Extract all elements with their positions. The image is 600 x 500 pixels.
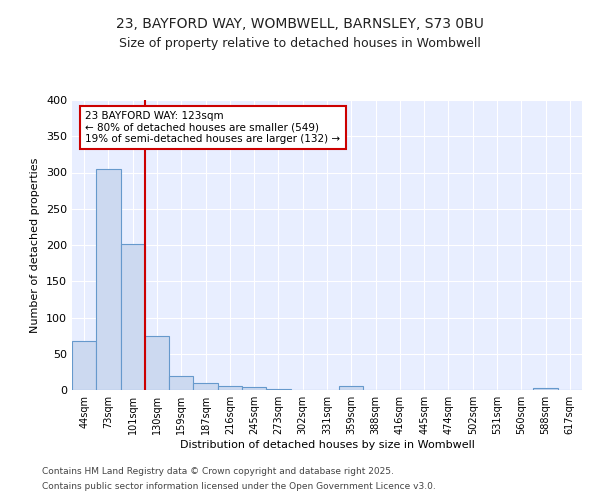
Bar bbox=[193, 384, 218, 390]
Bar bbox=[145, 336, 169, 390]
Text: Contains public sector information licensed under the Open Government Licence v3: Contains public sector information licen… bbox=[42, 482, 436, 491]
Y-axis label: Number of detached properties: Number of detached properties bbox=[31, 158, 40, 332]
Bar bbox=[218, 386, 242, 390]
Bar bbox=[169, 376, 193, 390]
Bar bbox=[533, 388, 558, 390]
Bar bbox=[121, 244, 145, 390]
Bar bbox=[72, 342, 96, 390]
Bar bbox=[242, 387, 266, 390]
Bar bbox=[96, 169, 121, 390]
Bar bbox=[339, 386, 364, 390]
Text: Contains HM Land Registry data © Crown copyright and database right 2025.: Contains HM Land Registry data © Crown c… bbox=[42, 467, 394, 476]
X-axis label: Distribution of detached houses by size in Wombwell: Distribution of detached houses by size … bbox=[179, 440, 475, 450]
Text: 23 BAYFORD WAY: 123sqm
← 80% of detached houses are smaller (549)
19% of semi-de: 23 BAYFORD WAY: 123sqm ← 80% of detached… bbox=[85, 111, 340, 144]
Text: Size of property relative to detached houses in Wombwell: Size of property relative to detached ho… bbox=[119, 38, 481, 51]
Text: 23, BAYFORD WAY, WOMBWELL, BARNSLEY, S73 0BU: 23, BAYFORD WAY, WOMBWELL, BARNSLEY, S73… bbox=[116, 18, 484, 32]
